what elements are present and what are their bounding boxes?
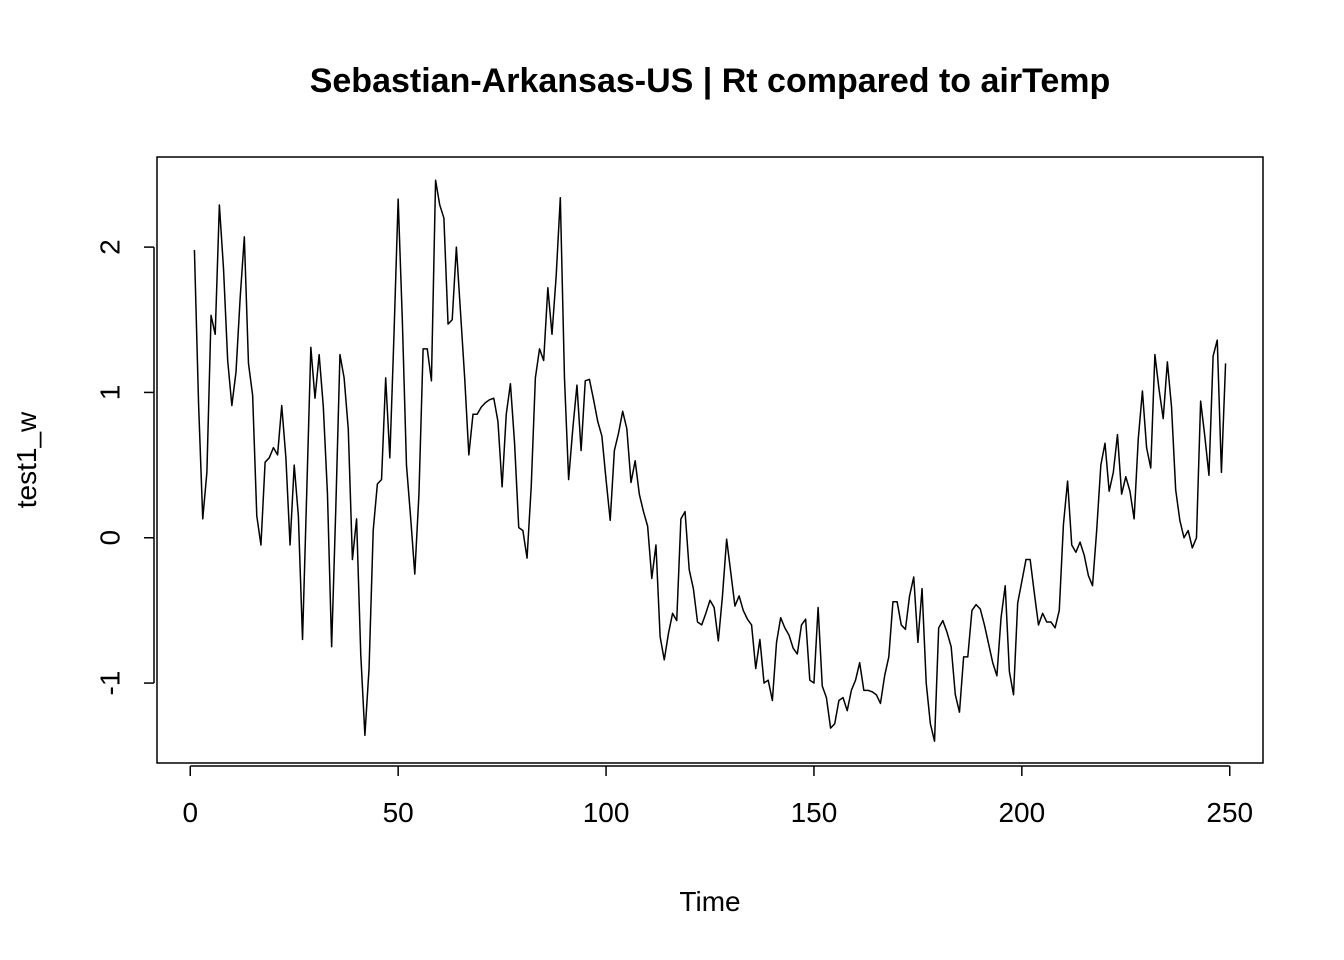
x-tick-label: 150 xyxy=(791,797,838,828)
x-tick-label: 50 xyxy=(383,797,414,828)
x-tick-label: 250 xyxy=(1206,797,1253,828)
x-tick-label: 100 xyxy=(583,797,630,828)
x-axis: 0 50 100 150 200 250 xyxy=(182,765,1253,828)
series-line xyxy=(193,179,1227,742)
x-tick-label: 0 xyxy=(182,797,198,828)
y-tick-label: 1 xyxy=(95,385,126,401)
chart-title: Sebastian-Arkansas-US | Rt compared to a… xyxy=(310,62,1111,100)
y-tick-label: -1 xyxy=(95,671,126,696)
x-tick-label: 200 xyxy=(998,797,1045,828)
y-tick-label: 0 xyxy=(95,530,126,546)
y-axis-label: test1_w xyxy=(11,411,42,508)
y-axis: -1 0 1 2 xyxy=(95,239,155,696)
y-tick-label: 2 xyxy=(95,239,126,255)
x-axis-label: Time xyxy=(679,886,740,917)
plot-frame xyxy=(156,156,1264,764)
